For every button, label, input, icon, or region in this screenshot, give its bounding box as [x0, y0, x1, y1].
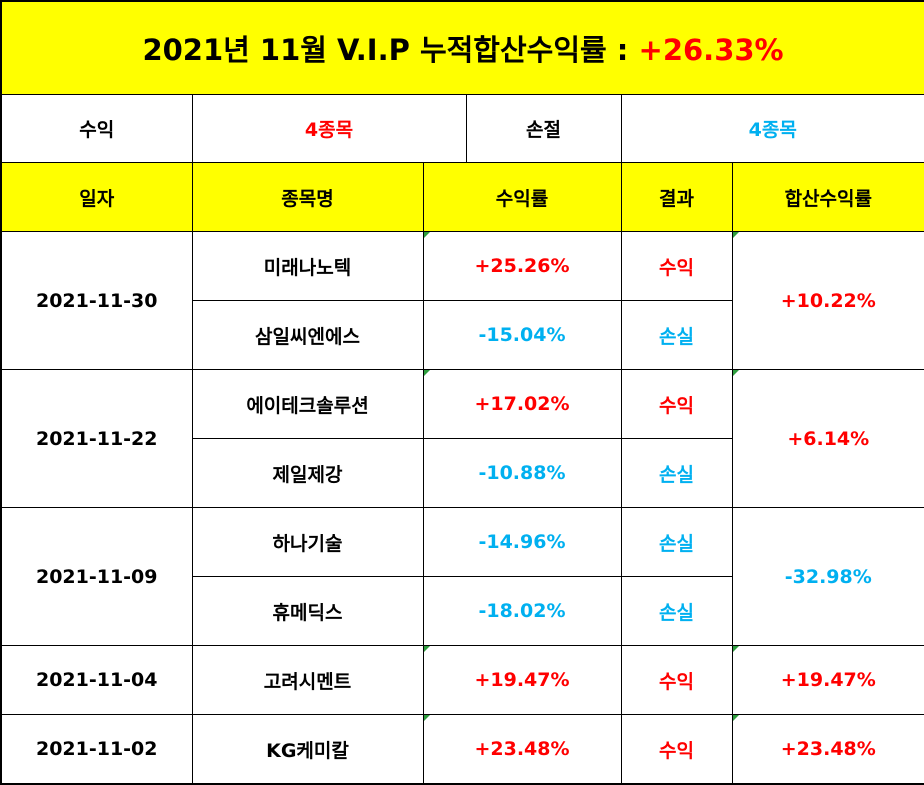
combined-return: +10.22%	[731, 231, 924, 370]
table-row: 2021-11-02 KG케미칼 +23.48% 수익 +23.48%	[0, 714, 924, 785]
result-value: 수익	[620, 369, 733, 439]
result-value: 수익	[620, 231, 733, 301]
header-return: 수익률	[422, 162, 622, 232]
result-value: 손실	[620, 507, 733, 577]
return-value: +23.48%	[422, 714, 622, 785]
return-value: -18.02%	[422, 576, 622, 646]
title-text: 2021년 11월 V.I.P 누적합산수익률 :	[142, 33, 629, 67]
table-row: 휴메딕스 -18.02% 손실	[1, 576, 924, 646]
table-row: 제일제강 -10.88% 손실	[1, 438, 924, 508]
table-row: 2021-11-04 고려시멘트 +19.47% 수익 +19.47%	[0, 645, 924, 715]
return-value: +25.26%	[422, 231, 622, 301]
stock-name: 삼일씨엔에스	[191, 300, 424, 370]
result-value: 수익	[620, 714, 733, 785]
stock-name: 휴메딕스	[191, 576, 424, 646]
gain-label: 수익	[0, 94, 193, 163]
combined-return: +23.48%	[731, 714, 924, 785]
total-return: +26.33%	[638, 33, 784, 67]
header-result: 결과	[620, 162, 733, 232]
stock-name: 고려시멘트	[191, 645, 424, 715]
page-title: 2021년 11월 V.I.P 누적합산수익률 : +26.33%	[0, 0, 924, 95]
header-stock: 종목명	[191, 162, 424, 232]
date-cell: 2021-11-04	[0, 645, 193, 715]
stock-name: 에이테크솔루션	[191, 369, 424, 439]
return-value: +19.47%	[422, 645, 622, 715]
table-row: 2021-11-30 미래나노텍 +25.26% 수익 +10.22%	[0, 231, 924, 370]
return-value: -15.04%	[422, 300, 622, 370]
summary-row: 수익 4종목 손절 4종목	[0, 94, 924, 163]
table-row: 2021-11-22 에이테크솔루션 +17.02% 수익 +6.14%	[0, 369, 924, 508]
return-value: +17.02%	[422, 369, 622, 439]
header-combined: 합산수익률	[731, 162, 924, 232]
header-row: 일자 종목명 수익률 결과 합산수익률	[0, 162, 924, 232]
return-value: -14.96%	[422, 507, 622, 577]
stock-name: 하나기술	[191, 507, 424, 577]
date-cell: 2021-11-09	[0, 507, 193, 646]
result-value: 수익	[620, 645, 733, 715]
combined-return: +6.14%	[731, 369, 924, 508]
gain-count: 4종목	[191, 94, 467, 163]
combined-return: +19.47%	[731, 645, 924, 715]
table-row: 2021-11-09 하나기술 -14.96% 손실 -32.98%	[0, 507, 924, 646]
result-value: 손실	[620, 576, 733, 646]
result-value: 손실	[620, 300, 733, 370]
loss-label: 손절	[465, 94, 622, 163]
loss-count: 4종목	[620, 94, 924, 163]
header-date: 일자	[0, 162, 193, 232]
stock-name: 제일제강	[191, 438, 424, 508]
title-row: 2021년 11월 V.I.P 누적합산수익률 : +26.33%	[0, 0, 924, 95]
return-value: -10.88%	[422, 438, 622, 508]
stock-name: 미래나노텍	[191, 231, 424, 301]
stock-name: KG케미칼	[191, 714, 424, 785]
date-cell: 2021-11-02	[0, 714, 193, 785]
result-value: 손실	[620, 438, 733, 508]
date-cell: 2021-11-22	[0, 369, 193, 508]
date-cell: 2021-11-30	[0, 231, 193, 370]
combined-return: -32.98%	[731, 507, 924, 646]
